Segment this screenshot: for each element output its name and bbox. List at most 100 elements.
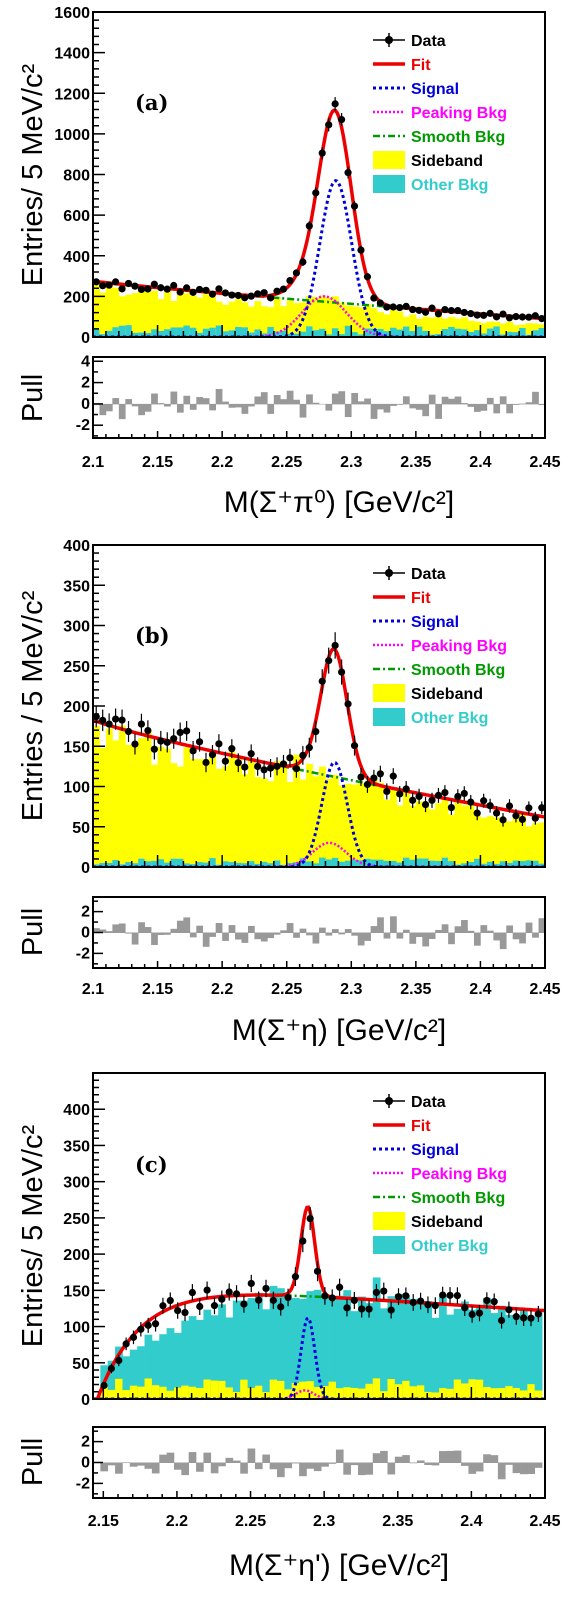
sideband-bar — [222, 766, 229, 867]
pull-bar — [202, 932, 210, 947]
data-point — [215, 740, 223, 748]
other-bkg-bar — [107, 1360, 116, 1399]
x-tick-label: 2.15 — [142, 981, 173, 998]
sideband-bar — [222, 304, 229, 337]
pull-bar — [254, 396, 262, 405]
x-tick-label: 2.15 — [142, 454, 173, 471]
data-point — [538, 314, 545, 323]
other-bkg-bar — [486, 861, 494, 867]
data-point — [159, 1302, 167, 1310]
pull-bar — [431, 1462, 440, 1466]
pull-bar — [131, 932, 139, 945]
data-point — [415, 792, 423, 801]
pull-y-tick-label: 2 — [81, 904, 90, 921]
data-point — [318, 149, 326, 157]
sideband-bar — [448, 814, 455, 867]
other-bkg-bar — [390, 860, 397, 867]
plot-area — [93, 97, 545, 337]
chart-panel-c: 0 50 100 150 200 250 300 350 400 Entries/ 5 MeV/c… — [17, 1072, 561, 1582]
pull-bar — [260, 932, 268, 942]
y-tick-label: 300 — [63, 619, 90, 636]
other-bkg-bar — [325, 859, 333, 867]
pull-bar — [480, 403, 488, 411]
sideband-bar — [396, 805, 404, 867]
sideband-bar — [335, 1388, 344, 1399]
signal-curve — [93, 760, 545, 867]
x-tick-label: 2.25 — [271, 454, 302, 471]
data-point — [409, 305, 417, 314]
other-bkg-bar — [202, 862, 210, 867]
sideband-bar — [338, 302, 346, 337]
other-bkg-bar — [402, 857, 410, 867]
pull-bar — [468, 1462, 477, 1474]
pull-y-tick-label: -2 — [76, 417, 90, 434]
data-point — [137, 285, 146, 294]
legend-entry: Smooth Bkg — [411, 662, 505, 679]
data-point — [402, 785, 410, 793]
sideband-bar — [306, 296, 313, 337]
x-tick-label: 2.3 — [340, 981, 362, 998]
y-tick-label: 200 — [63, 1247, 90, 1264]
pull-bar — [215, 922, 223, 933]
data-point — [188, 1288, 196, 1297]
other-bkg-bar — [344, 325, 352, 337]
legend-entry: Fit — [411, 57, 431, 74]
sideband-bar — [176, 766, 184, 867]
other-bkg-bar — [273, 860, 281, 867]
pull-bar — [112, 924, 120, 933]
sideband-bar — [468, 1379, 477, 1399]
pull-bar — [100, 1462, 109, 1472]
sideband-bar — [254, 301, 262, 337]
data-point — [260, 766, 268, 774]
other-bkg-bar — [446, 1314, 455, 1399]
pull-bar — [486, 930, 494, 933]
sideband-bar — [538, 822, 545, 867]
x-axis-title: M(Σ⁺η') [GeV/c²] — [229, 1549, 449, 1582]
data-point — [115, 1356, 123, 1365]
data-point — [208, 290, 217, 298]
pull-bar — [512, 403, 520, 405]
other-bkg-bar — [138, 332, 146, 337]
other-bkg-bar — [183, 325, 191, 337]
data-point — [486, 802, 494, 810]
data-point — [512, 313, 520, 321]
sideband-bar — [402, 1380, 410, 1399]
data-point — [196, 1302, 204, 1311]
other-bkg-bar — [364, 858, 372, 867]
legend-entry: Sideband — [411, 153, 483, 170]
sideband-bar — [107, 1389, 116, 1399]
pull-panel: -2 0 2 4 Pull — [17, 353, 546, 439]
data-point — [383, 787, 391, 796]
other-bkg-bar — [493, 326, 501, 337]
sideband-bar — [365, 1383, 374, 1399]
data-point — [306, 1214, 314, 1223]
data-point — [241, 763, 249, 771]
pull-bar — [306, 1462, 315, 1469]
other-bkg-bar — [506, 331, 514, 337]
panel-label: (b) — [135, 623, 170, 648]
data-point — [189, 747, 197, 755]
pull-bar — [260, 392, 268, 405]
pull-bar — [235, 403, 242, 408]
x-tick-label: 2.45 — [529, 981, 560, 998]
data-point — [428, 304, 436, 312]
pull-bar — [105, 403, 113, 412]
legend-entry: Peaking Bkg — [411, 105, 507, 122]
pull-bar — [299, 928, 307, 933]
pull-y-tick-label: 2 — [81, 1434, 90, 1451]
other-bkg-bar — [151, 860, 158, 867]
data-point — [170, 281, 178, 290]
other-bkg-bar — [365, 1303, 374, 1399]
data-point — [292, 269, 300, 277]
other-bkg-bar — [527, 1318, 536, 1399]
pull-bar — [402, 929, 410, 933]
pull-bar — [299, 403, 307, 418]
other-bkg-bar — [225, 1317, 234, 1399]
other-bkg-bar — [235, 326, 242, 337]
data-point — [210, 1302, 219, 1310]
other-bkg-bar — [461, 863, 468, 867]
data-point — [402, 302, 410, 310]
pull-bar — [293, 932, 300, 938]
other-bkg-bar — [338, 334, 346, 337]
data-point — [269, 1296, 277, 1304]
